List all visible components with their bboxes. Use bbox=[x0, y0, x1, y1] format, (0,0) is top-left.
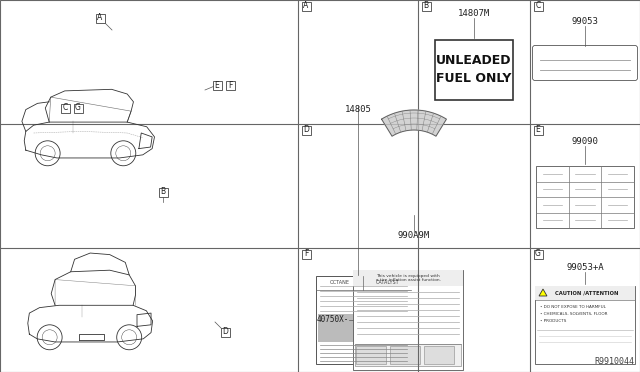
Text: E: E bbox=[214, 80, 220, 90]
Text: OCTANE: OCTANE bbox=[330, 280, 350, 285]
Text: R9910044: R9910044 bbox=[594, 357, 634, 366]
Bar bbox=[422, 1, 431, 10]
Bar bbox=[301, 125, 310, 135]
Text: C: C bbox=[536, 1, 541, 10]
Text: F: F bbox=[304, 250, 308, 259]
Bar bbox=[301, 250, 310, 259]
Text: A: A bbox=[303, 1, 308, 10]
Text: • PRODUCTS: • PRODUCTS bbox=[540, 319, 566, 323]
Bar bbox=[355, 344, 461, 366]
Text: B: B bbox=[424, 1, 429, 10]
Text: 99053: 99053 bbox=[572, 17, 598, 26]
Text: 14807M: 14807M bbox=[458, 10, 490, 19]
Text: D: D bbox=[303, 125, 309, 135]
Bar bbox=[536, 166, 634, 228]
Bar bbox=[225, 80, 234, 90]
Bar bbox=[221, 327, 230, 337]
Text: CATALYST: CATALYST bbox=[376, 280, 400, 285]
Text: 40750X-: 40750X- bbox=[317, 315, 349, 324]
Bar bbox=[301, 1, 310, 10]
Text: 99053+A: 99053+A bbox=[566, 263, 604, 273]
Text: G: G bbox=[535, 250, 541, 259]
Polygon shape bbox=[381, 110, 447, 136]
Text: 14805: 14805 bbox=[344, 106, 371, 115]
Bar bbox=[535, 286, 635, 364]
Text: C: C bbox=[62, 103, 68, 112]
Bar bbox=[212, 80, 221, 90]
Bar bbox=[159, 187, 168, 196]
Bar bbox=[316, 276, 411, 364]
Bar bbox=[61, 103, 70, 112]
Text: A: A bbox=[97, 13, 102, 22]
Text: B: B bbox=[161, 187, 166, 196]
Text: F: F bbox=[228, 80, 232, 90]
Bar bbox=[424, 346, 454, 364]
Bar bbox=[353, 270, 463, 370]
Text: E: E bbox=[536, 125, 540, 135]
Bar bbox=[534, 250, 543, 259]
Bar bbox=[390, 346, 420, 364]
Bar bbox=[74, 103, 83, 112]
Bar bbox=[95, 13, 104, 22]
Polygon shape bbox=[539, 289, 547, 296]
Text: 99090: 99090 bbox=[572, 138, 598, 147]
FancyBboxPatch shape bbox=[532, 45, 637, 80]
Text: • DO NOT EXPOSE TO HARMFUL: • DO NOT EXPOSE TO HARMFUL bbox=[540, 305, 606, 309]
Bar bbox=[435, 40, 513, 100]
Bar bbox=[535, 286, 635, 300]
Text: • CHEMICALS, SOLVENTS, FLOOR: • CHEMICALS, SOLVENTS, FLOOR bbox=[540, 312, 607, 316]
Text: This vehicle is equipped with
a tire inflation assist function.: This vehicle is equipped with a tire inf… bbox=[376, 273, 440, 282]
Bar bbox=[534, 125, 543, 135]
Text: 990A9M: 990A9M bbox=[398, 231, 430, 241]
Bar bbox=[356, 346, 386, 364]
Bar bbox=[318, 314, 409, 342]
Text: D: D bbox=[222, 327, 228, 337]
Bar bbox=[534, 1, 543, 10]
Text: UNLEADED
FUEL ONLY: UNLEADED FUEL ONLY bbox=[436, 55, 512, 86]
Text: CAUTION /ATTENTION: CAUTION /ATTENTION bbox=[556, 291, 619, 295]
Text: G: G bbox=[75, 103, 81, 112]
Bar bbox=[353, 270, 463, 286]
